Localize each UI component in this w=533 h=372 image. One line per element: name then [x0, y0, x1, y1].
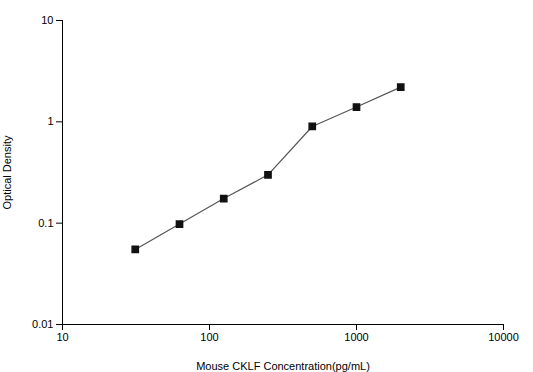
- svg-text:10: 10: [41, 14, 53, 26]
- svg-text:0.1: 0.1: [38, 217, 53, 229]
- svg-text:1000: 1000: [344, 331, 368, 343]
- svg-text:10000: 10000: [488, 331, 519, 343]
- svg-text:100: 100: [200, 331, 218, 343]
- svg-text:0.01: 0.01: [32, 318, 53, 330]
- svg-text:1: 1: [47, 115, 53, 127]
- svg-text:10: 10: [56, 331, 68, 343]
- svg-text:Optical Density: Optical Density: [1, 135, 13, 209]
- svg-text:Mouse CKLF Concentration(pg/mL: Mouse CKLF Concentration(pg/mL): [196, 360, 370, 372]
